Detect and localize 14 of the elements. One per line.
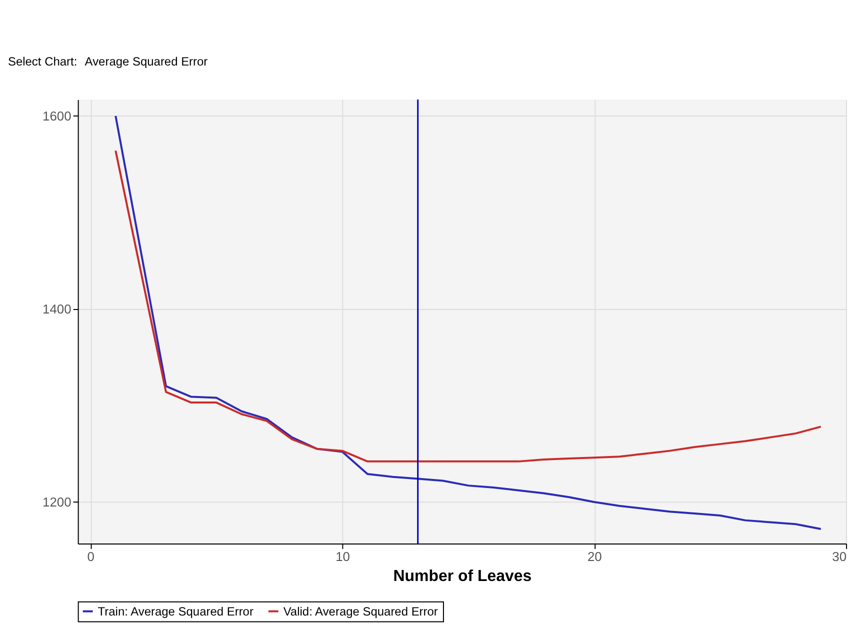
line-series [114, 150, 822, 462]
text: Select Chart: [8, 54, 78, 69]
text: Average Squared Error [84, 54, 208, 69]
legend-label: Valid: Average Squared Error [283, 604, 438, 618]
y-tick-label: 1400 [42, 301, 72, 316]
x-tick-label: 0 [87, 548, 95, 564]
x-tick-label: 10 [336, 548, 350, 564]
y-tick-label: 1600 [42, 108, 72, 124]
legend-label: Train: Average Squared Error [98, 604, 254, 618]
x-tick-label: 30 [832, 548, 847, 564]
x-tick-label: 20 [587, 548, 602, 564]
x-axis-title: Number of Leaves [393, 568, 532, 585]
y-tick-label: 1200 [42, 494, 72, 510]
line-series [114, 114, 822, 530]
